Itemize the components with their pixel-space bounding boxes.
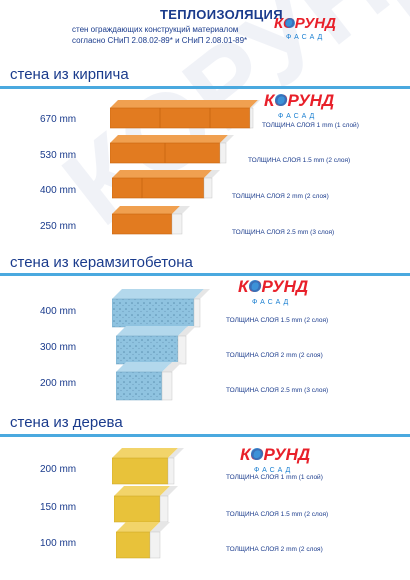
wall-thickness-label: 250 mm [40, 221, 77, 232]
layer-thickness-text: ТОЛЩИНА СЛОЯ 2 mm (2 слоя) [226, 546, 323, 553]
layer-thickness-text: ТОЛЩИНА СЛОЯ 2.5 mm (3 слоя) [226, 387, 329, 394]
layer-thickness-text: ТОЛЩИНА СЛОЯ 1.5 mm (2 слоя) [248, 157, 351, 164]
claydite-wall-300 [116, 326, 216, 368]
layer-thickness-text: ТОЛЩИНА СЛОЯ 1 mm (1 слой) [226, 474, 323, 481]
brand-logo: КОРУНД ФАСАД [262, 88, 346, 120]
brand-logo: КОРУНД ФАСАД [238, 442, 322, 474]
layer-thickness-text: ТОЛЩИНА СЛОЯ 2 mm (2 слоя) [232, 193, 329, 200]
wall-thickness-label: 530 mm [40, 150, 77, 161]
section-divider [0, 86, 410, 89]
wall-thickness-label: 400 mm [40, 185, 77, 196]
wall-thickness-label: 100 mm [40, 538, 77, 549]
brick-wall-400 [112, 170, 232, 200]
layer-thickness-text: ТОЛЩИНА СЛОЯ 1.5 mm (2 слоя) [226, 317, 329, 324]
layer-thickness-text: ТОЛЩИНА СЛОЯ 2.5 mm (3 слоя) [232, 229, 335, 236]
section-title-claydite: стена из керамзитобетона [10, 254, 193, 271]
wood-wall-150 [114, 486, 214, 526]
layer-thickness-text: ТОЛЩИНА СЛОЯ 2 mm (2 слоя) [226, 352, 323, 359]
wall-thickness-label: 150 mm [40, 502, 77, 513]
brand-logo-name: КОРУНД [274, 15, 336, 32]
wall-thickness-label: 400 mm [40, 306, 77, 317]
layer-thickness-text: ТОЛЩИНА СЛОЯ 1 mm (1 слой) [262, 122, 359, 129]
brand-logo-name: КОРУНД [240, 445, 310, 464]
wood-wall-100 [116, 522, 216, 562]
brand-logo-sub: ФАСАД [286, 34, 325, 41]
brick-wall-670 [110, 100, 270, 130]
section-divider [0, 434, 410, 437]
wall-thickness-label: 670 mm [40, 114, 77, 125]
section-title-wood: стена из дерева [10, 414, 123, 431]
brand-logo-sub: ФАСАД [278, 113, 317, 120]
wall-thickness-label: 200 mm [40, 378, 77, 389]
section-divider [0, 273, 410, 276]
wall-thickness-label: 200 mm [40, 464, 77, 475]
claydite-wall-400 [112, 289, 222, 331]
brand-logo-name: КОРУНД [264, 91, 334, 110]
wall-thickness-label: 300 mm [40, 342, 77, 353]
brick-wall-530 [110, 135, 240, 165]
subtitle-line-1: стен ограждающих конструкций материалом [72, 25, 239, 34]
brand-logo-sub: ФАСАД [254, 467, 293, 474]
page-title: ТЕПЛОИЗОЛЯЦИЯ [160, 7, 283, 22]
claydite-wall-200 [116, 362, 216, 404]
brick-wall-250 [112, 206, 212, 236]
brand-logo: КОРУНД ФАСАД [272, 12, 348, 42]
brand-logo: КОРУНД ФАСАД [236, 274, 320, 306]
brand-logo-name: КОРУНД [238, 277, 308, 296]
wood-wall-200 [112, 448, 212, 488]
brand-logo-sub: ФАСАД [252, 299, 291, 306]
subtitle-line-2: согласно СНиП 2.08.02-89* и СНиП 2.08.01… [72, 36, 248, 45]
layer-thickness-text: ТОЛЩИНА СЛОЯ 1.5 mm (2 слоя) [226, 511, 329, 518]
section-title-brick: стена из кирпича [10, 66, 129, 83]
